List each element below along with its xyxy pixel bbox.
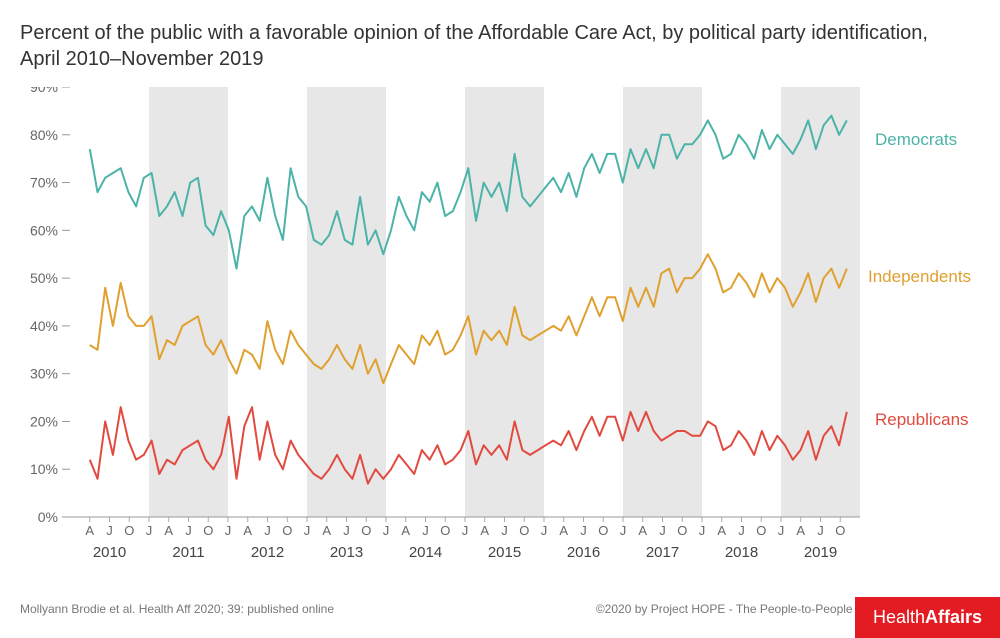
svg-text:A: A (480, 523, 489, 538)
svg-text:2012: 2012 (251, 544, 284, 561)
svg-text:A: A (638, 523, 647, 538)
svg-text:J: J (778, 523, 785, 538)
svg-text:Democrats: Democrats (875, 130, 957, 149)
svg-text:Independents: Independents (868, 267, 971, 286)
svg-text:O: O (519, 523, 529, 538)
svg-text:70%: 70% (30, 175, 58, 191)
svg-text:A: A (796, 523, 805, 538)
chart-title: Percent of the public with a favorable o… (20, 20, 980, 72)
svg-text:J: J (817, 523, 824, 538)
svg-text:J: J (383, 523, 390, 538)
svg-text:J: J (659, 523, 666, 538)
svg-text:J: J (422, 523, 429, 538)
svg-text:J: J (541, 523, 548, 538)
svg-text:A: A (85, 523, 94, 538)
svg-text:A: A (401, 523, 410, 538)
health-affairs-logo: HealthAffairs (855, 597, 1000, 638)
svg-text:J: J (699, 523, 706, 538)
svg-text:2010: 2010 (93, 544, 126, 561)
svg-text:A: A (243, 523, 252, 538)
svg-text:J: J (185, 523, 192, 538)
svg-text:O: O (361, 523, 371, 538)
citation-text: Mollyann Brodie et al. Health Aff 2020; … (20, 602, 334, 616)
svg-text:J: J (225, 523, 232, 538)
svg-text:Republicans: Republicans (875, 410, 969, 429)
footer: Mollyann Brodie et al. Health Aff 2020; … (20, 602, 980, 616)
plot-area: 0%10%20%30%40%50%60%70%80%90%AJOJAJOJAJO… (20, 87, 980, 557)
svg-text:A: A (717, 523, 726, 538)
chart-svg: 0%10%20%30%40%50%60%70%80%90%AJOJAJOJAJO… (20, 87, 980, 597)
svg-text:J: J (146, 523, 153, 538)
svg-text:O: O (124, 523, 134, 538)
svg-text:80%: 80% (30, 127, 58, 143)
svg-text:J: J (343, 523, 350, 538)
svg-text:O: O (677, 523, 687, 538)
svg-text:2013: 2013 (330, 544, 363, 561)
svg-text:O: O (835, 523, 845, 538)
svg-text:J: J (462, 523, 469, 538)
logo-text-bold: Affairs (925, 607, 982, 627)
svg-text:A: A (559, 523, 568, 538)
svg-text:30%: 30% (30, 366, 58, 382)
svg-text:2014: 2014 (409, 544, 442, 561)
svg-text:0%: 0% (38, 509, 58, 525)
svg-text:2017: 2017 (646, 544, 679, 561)
svg-text:90%: 90% (30, 87, 58, 95)
svg-text:J: J (738, 523, 745, 538)
svg-text:10%: 10% (30, 461, 58, 477)
logo-text-light: Health (873, 607, 925, 627)
svg-text:40%: 40% (30, 318, 58, 334)
svg-text:J: J (580, 523, 587, 538)
svg-text:A: A (322, 523, 331, 538)
svg-text:J: J (106, 523, 113, 538)
svg-text:50%: 50% (30, 270, 58, 286)
svg-text:60%: 60% (30, 222, 58, 238)
svg-text:J: J (304, 523, 311, 538)
svg-text:O: O (598, 523, 608, 538)
svg-text:A: A (164, 523, 173, 538)
svg-text:2011: 2011 (172, 544, 204, 561)
svg-text:2018: 2018 (725, 544, 758, 561)
chart-container: Percent of the public with a favorable o… (0, 0, 1000, 638)
svg-text:J: J (620, 523, 627, 538)
svg-text:O: O (203, 523, 213, 538)
svg-text:O: O (282, 523, 292, 538)
svg-text:2019: 2019 (804, 544, 837, 561)
svg-text:O: O (440, 523, 450, 538)
svg-text:J: J (501, 523, 508, 538)
svg-text:J: J (264, 523, 271, 538)
svg-text:2016: 2016 (567, 544, 600, 561)
svg-text:O: O (756, 523, 766, 538)
svg-text:20%: 20% (30, 413, 58, 429)
svg-text:2015: 2015 (488, 544, 521, 561)
